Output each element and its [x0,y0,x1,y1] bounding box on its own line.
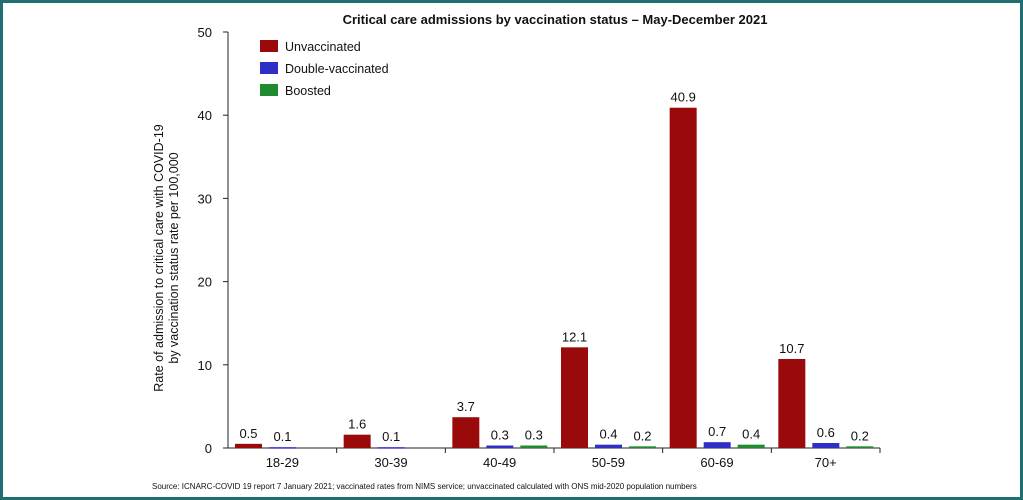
chart-title: Critical care admissions by vaccination … [343,12,768,27]
data-label: 10.7 [779,341,804,356]
bar-boosted-70- [846,446,874,448]
y-ticks: 0 10 20 30 40 50 [198,25,228,456]
data-label: 0.5 [239,426,257,441]
x-ticks: 18-29 30-39 40-49 50-59 60-69 70+ [266,448,881,470]
x-tick-label: 30-39 [374,455,407,470]
y-tick-label: 0 [205,441,212,456]
data-label: 0.6 [817,425,835,440]
bar-unvaccinated-70- [778,358,806,448]
bar-boosted-50-59 [629,446,656,448]
legend-label: Unvaccinated [285,40,361,54]
data-label: 3.7 [457,399,475,414]
data-label: 0.4 [742,427,760,442]
bar-unvaccinated-40-49 [452,417,480,448]
bar-double-vaccinated-50-59 [595,444,622,448]
bar-boosted-40-49 [520,445,548,448]
y-tick-label: 50 [198,25,212,40]
data-label: 0.7 [708,424,726,439]
bar-double-vaccinated-70- [812,443,840,448]
y-axis-label-line-2: by vaccination status rate per 100,000 [167,152,181,363]
legend-label: Double-vaccinated [285,62,389,76]
y-tick-label: 20 [198,275,212,290]
data-label: 1.6 [348,417,366,432]
data-label: 0.1 [273,429,291,444]
legend-swatch-unvaccinated [260,40,278,52]
value-labels: 0.5 0.1 1.6 0.1 3.7 0.3 0.3 12.1 0.4 0.2 40.9 0.7 0.… [239,90,868,444]
x-tick-label: 40-49 [483,455,516,470]
x-tick-label: 50-59 [592,455,625,470]
y-tick-label: 40 [198,108,212,123]
bars [235,107,874,449]
data-label: 0.1 [382,429,400,444]
bar-double-vaccinated-30-39 [377,447,405,449]
legend: Unvaccinated Double-vaccinated Boosted [260,40,389,98]
bar-double-vaccinated-40-49 [486,445,514,448]
y-tick-label: 30 [198,191,212,206]
data-label: 40.9 [671,90,696,105]
data-label: 0.2 [851,428,869,443]
data-label: 0.3 [491,428,509,443]
bar-double-vaccinated-60-69 [703,442,731,448]
x-tick-label: 18-29 [266,455,299,470]
source-note: Source: ICNARC-COVID 19 report 7 January… [152,482,697,491]
y-axis-label: Rate of admission to critical care with … [152,124,181,392]
data-label: 0.2 [633,428,651,443]
legend-label: Boosted [285,84,331,98]
bar-unvaccinated-60-69 [669,107,697,448]
y-tick-label: 10 [198,358,212,373]
bar-unvaccinated-50-59 [561,347,588,448]
bar-double-vaccinated-18-29 [269,447,296,449]
y-axis-label-line-1: Rate of admission to critical care with … [152,124,166,392]
bar-unvaccinated-30-39 [343,434,371,448]
bar-boosted-60-69 [737,444,765,448]
x-tick-label: 70+ [815,455,837,470]
legend-swatch-double-vaccinated [260,62,278,74]
x-tick-label: 60-69 [700,455,733,470]
data-label: 0.3 [525,428,543,443]
legend-swatch-boosted [260,84,278,96]
bar-unvaccinated-18-29 [235,443,262,448]
data-label: 0.4 [599,427,617,442]
data-label: 12.1 [562,329,587,344]
